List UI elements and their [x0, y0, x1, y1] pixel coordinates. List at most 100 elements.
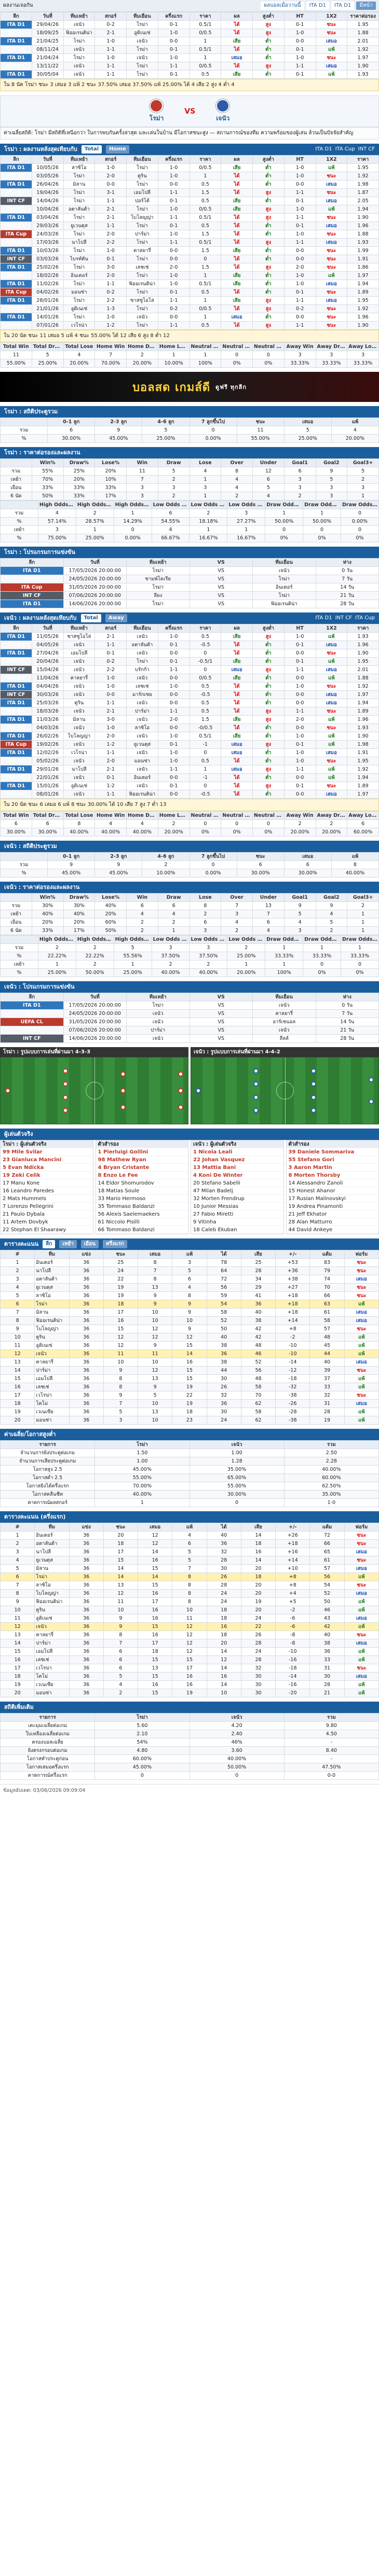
away-team[interactable]: เจนัว	[216, 99, 229, 123]
recent-b-row[interactable]: ITA D1 29/01/26 นาโปลี 2-1 เจนัว 1-1 1 เสมอ สูง 1…	[0, 765, 379, 774]
lineup-away-player[interactable]: 32 Morten Frendrup	[191, 1195, 283, 1203]
lineup-home-player[interactable]: 11 Artem Dovbyk	[1, 1218, 93, 1226]
recent-a-filter-0[interactable]: ITA D1	[315, 146, 332, 152]
lineup-away-sub-player[interactable]: 44 David Ankeye	[286, 1226, 378, 1234]
recent-b-row[interactable]: ITA D1 05/02/26 เจนัว 2-0 มอนซ่า 1-0 0.5 ได้ ต่ำ…	[0, 757, 379, 765]
standings-row[interactable]: 7 มิลาน 36 17 10 9 58 40 +18 61 เสมอ	[0, 1308, 379, 1317]
standings2-row[interactable]: 18 โคโม่ 36 5 15 16 16 30 -14 30 เสมอ	[0, 1672, 379, 1681]
standings2-row[interactable]: 7 ลาซิโอ 36 13 15 8 28 20 +8 54 ชนะ	[0, 1581, 379, 1590]
recent-a-row[interactable]: ITA D1 14/01/26 โรม่า 1-0 เจนัว 0-0 1 เสมอ ต่ำ 0-…	[0, 313, 379, 322]
lineup-home-player[interactable]: 23 Gianluca Mancini	[1, 1156, 93, 1164]
odds-b-2-row[interactable]: เหย้า 1 2 1 2 2 1 1 0 0	[0, 960, 379, 969]
recent-a-row[interactable]: ITA D1 03/04/26 โรม่า 2-1 โบโลญญ่า 1-1 0.5/1 ได…	[0, 213, 379, 222]
standings-row[interactable]: 13 คาลยารี่ 36 10 10 16 38 52 -14 40 เสมอ	[0, 1358, 379, 1367]
fixtures-b-row[interactable]: INT CF 14/06/2026 20:00:00 เจนัว VS ลีลล์ 28 …	[0, 1034, 379, 1043]
prob-row[interactable]: โอกาสต่ำ 2.5 55.00% 65.00% 60.00%	[0, 1473, 379, 1482]
recent-b-row[interactable]: ITA D1 15/01/26 อูดิเนเซ่ 1-2 เจนัว 0-1 0 ได้ สู…	[0, 782, 379, 790]
odds-a-row[interactable]: รวม 55% 25% 20% 11 5 4 8 12 6 9 5	[0, 467, 379, 476]
standings-row[interactable]: 9 โบโลญญ่า 36 15 12 9 50 42 +8 57 ชนะ	[0, 1325, 379, 1333]
standings-row[interactable]: 10 ตูริน 36 12 12 12 40 42 -2 48 แพ้	[0, 1333, 379, 1342]
standings2-row[interactable]: 5 มิลาน 36 14 15 7 30 20 +10 57 เสมอ	[0, 1564, 379, 1573]
lineup-home-player[interactable]: 21 Paulo Dybala	[1, 1210, 93, 1218]
recent-b-row[interactable]: ITA D1 04/03/26 เจนัว 1-0 ลาซิโอ 0-0 -0/0.5 ได้…	[0, 723, 379, 732]
prob2-row[interactable]: โอกาสทำประตูก่อน 60.00% 40.00% -	[0, 1755, 379, 1763]
lineup-home-player[interactable]: 2 Mats Hummels	[1, 1195, 93, 1203]
recent-a-row[interactable]: INT CF 03/03/26 ไบรท์ตัน 0-1 โรม่า 0-0 0 ได้ ต่ำ…	[0, 255, 379, 263]
standings-row[interactable]: 11 อูดิเนเซ่ 36 12 9 15 38 48 -10 45 แพ้	[0, 1341, 379, 1350]
lineup-home-sub-player[interactable]: 18 Matias Soule	[96, 1187, 188, 1195]
odds-a-row[interactable]: เหย้า 70% 20% 10% 7 2 1 4 6 3 5 2	[0, 475, 379, 484]
odds-a-row[interactable]: 6 นัด 50% 33% 17% 3 2 1 2 4 2 3 1	[0, 492, 379, 500]
h2h-row[interactable]: ITA D1 29/04/26 เจนัว 0-2 โรม่า 0-1 0.5/1 ได้ สู…	[0, 20, 379, 29]
standings2-row[interactable]: 15 เอมโปลี 36 6 18 12 14 24 -10 36 แพ้	[0, 1647, 379, 1656]
lineup-home-sub-player[interactable]: 35 Tommaso Baldanzi	[96, 1203, 188, 1210]
odds-a-2-row[interactable]: % 57.14% 28.57% 14.29% 54.55% 18.18% 27.27% 50.…	[0, 517, 379, 526]
odds-b-row[interactable]: เหย้า 40% 40% 20% 4 4 2 3 7 5 4 1	[0, 910, 379, 918]
h2h-row[interactable]: ITA D1 18/09/25 ฟิออเรนติน่า 2-1 อูดิเนเซ่ 1-…	[0, 29, 379, 37]
lineup-away-player[interactable]: 4 Koni De Winter	[191, 1172, 283, 1179]
top-tag-2[interactable]: มีหน้า	[356, 2, 376, 10]
lineup-home-sub-player[interactable]: 14 Eldor Shomurodov	[96, 1179, 188, 1187]
standings-row[interactable]: 18 โคโม่ 36 7 10 19 36 62 -26 31 เสมอ	[0, 1399, 379, 1408]
lineup-away-sub-player[interactable]: 19 Andrea Pinamonti	[286, 1203, 378, 1210]
odds-b-row[interactable]: เยือน 20% 20% 60% 2 2 6 4 6 4 5 1	[0, 918, 379, 927]
fixtures-b-row[interactable]: ITA D1 07/06/2026 20:00:00 ปาร์ม่า VS เจนัว 2…	[0, 1026, 379, 1035]
lineup-away-player[interactable]: 1 Nicola Leali	[191, 1148, 283, 1156]
fixtures-b-row[interactable]: ITA D1 17/05/2026 20:00:00 โรม่า VS เจนัว 0 ว…	[0, 1001, 379, 1010]
standings2-row[interactable]: 13 คาลยารี่ 36 8 16 12 18 26 -8 40 ชนะ	[0, 1631, 379, 1639]
lineup-home-player[interactable]: 16 Leandro Paredes	[1, 1187, 93, 1195]
odds-b-2-row[interactable]: % 25.00% 50.00% 25.00% 40.00% 40.00% 20.00% 100…	[0, 968, 379, 977]
recent-b-filter-2[interactable]: ITA Cup	[355, 615, 375, 621]
top-right-link[interactable]: ผลบอลเมื่อวานนี้	[261, 2, 304, 10]
fixtures-a-row[interactable]: ITA Cup 31/05/2026 20:00:00 โรม่า VS อินเตอร…	[0, 583, 379, 592]
standings-row[interactable]: 3 อตาลันต้า 36 22 8 6 72 34 +38 74 เสมอ	[0, 1275, 379, 1284]
standings2-row[interactable]: 2 อตาลันต้า 36 18 12 6 36 18 +18 66 ชนะ	[0, 1539, 379, 1548]
lineup-home-sub-player[interactable]: 66 Tommaso Baldanzi	[96, 1226, 188, 1234]
fixtures-a-row[interactable]: ITA D1 17/05/2026 20:00:00 โรม่า VS เจนัว 0 ว…	[0, 566, 379, 575]
recent-a-row[interactable]: ITA D1 18/02/26 อินเตอร์ 2-0 โรม่า 1-0 1 เสีย ต่…	[0, 271, 379, 280]
standings-row[interactable]: 1 อินเตอร์ 36 25 8 3 78 25 +53 83 ชนะ	[0, 1258, 379, 1267]
recent-a-filter-2[interactable]: INT CF	[358, 146, 375, 152]
lineup-home-player[interactable]: 17 Manu Kone	[1, 1179, 93, 1187]
recent-a-row[interactable]: ITA D1 10/04/26 อตาลันต้า 2-1 โรม่า 1-0 0/0.5 เ…	[0, 205, 379, 214]
odds-b-row[interactable]: รวม 30% 30% 40% 6 6 8 7 13 9 9 2	[0, 901, 379, 910]
prob-row[interactable]: จำนวนการเสียประตูต่อเกม 1.00 1.28 2.28	[0, 1457, 379, 1466]
goals-b-row[interactable]: % 45.00% 45.00% 10.00% 0.00% 30.00% 30.00% 40.0…	[0, 869, 379, 878]
odds-b-2-row[interactable]: รวม 2 2 5 3 3 2 1 1 1	[0, 943, 379, 952]
standings-row[interactable]: 15 เอมโปลี 36 8 13 15 30 48 -18 37 แพ้	[0, 1374, 379, 1383]
standings-row[interactable]: 16 เลชเช่ 36 8 9 19 26 58 -32 33 แพ้	[0, 1383, 379, 1391]
recent-a-row[interactable]: ITA D1 26/04/26 มิลาน 0-0 โรม่า 0-0 0.5 ได้ ต่ำ 0…	[0, 180, 379, 189]
lineup-home-player[interactable]: 19 Zeki Celik	[1, 1172, 93, 1179]
standings2-row[interactable]: 1 อินเตอร์ 36 20 12 4 40 14 +26 72 ชนะ	[0, 1531, 379, 1540]
recent-b-row[interactable]: INT CF 30/03/26 เจนัว 0-0 มาร์กเซย 0-0 -0.5 ได้…	[0, 690, 379, 699]
recent-b-row[interactable]: ITA D1 27/04/26 เอมโปลี 0-1 เจนัว 0-0 0 ได้ ต่ำ 0…	[0, 649, 379, 658]
lineup-away-sub-player[interactable]: 15 Honest Ahanor	[286, 1187, 378, 1195]
h2h-row[interactable]: ITA D1 21/04/25 โรม่า 1-0 เจนัว 0-0 1 เสีย ต่ำ 0-…	[0, 37, 379, 46]
prob2-row[interactable]: โอกาสเสมอครึ่งแรก 45.00% 50.00% 47.50%	[0, 1763, 379, 1772]
standings2-row[interactable]: 20 มอนซ่า 36 2 15 19 10 30 -20 21 แพ้	[0, 1689, 379, 1697]
recent-a-row[interactable]: ITA D1 19/04/26 โรม่า 3-1 เอมโปลี 1-1 1.5 ได้ สู…	[0, 188, 379, 197]
lineup-home-sub-player[interactable]: 98 Mathew Ryan	[96, 1156, 188, 1164]
recent-a-row[interactable]: ITA D1 11/02/26 โรม่า 1-1 ฟิออเรนติน่า 1-0 0.5…	[0, 280, 379, 288]
prob2-row[interactable]: คาดการณ์ครึ่งแรก 0 0 0-0	[0, 1771, 379, 1780]
recent-a-row[interactable]: ITA D1 21/01/26 อูดิเนเซ่ 1-3 โรม่า 0-2 0/0.5 ไ…	[0, 304, 379, 313]
prob2-row[interactable]: ใบเหลืองเฉลี่ยต่อเกม 2.10 2.40 4.50	[0, 1730, 379, 1738]
prob-row[interactable]: คาดการณ์ผลสกอร์ 1 0 1-0	[0, 1498, 379, 1507]
lineup-away-player[interactable]: 10 Junior Messias	[191, 1203, 283, 1210]
recent-b-row[interactable]: ITA Cup 19/02/26 เจนัว 1-2 ยูเวนตุส 0-1 -1 เสมอ…	[0, 740, 379, 749]
standings2-row[interactable]: 12 เจนัว 36 9 15 12 16 22 -6 42 แพ้	[0, 1622, 379, 1631]
lineup-away-sub-player[interactable]: 17 Ruslan Malinovskyi	[286, 1195, 378, 1203]
odds-a-2-row[interactable]: เหย้า 3 1 0 4 1 1 0 0 0	[0, 525, 379, 534]
home-team[interactable]: โรม่า	[150, 99, 164, 123]
lineup-away-sub-player[interactable]: 55 Stefano Gori	[286, 1156, 378, 1164]
recent-a-row[interactable]: ITA D1 03/05/26 โรม่า 2-0 ตูริน 1-0 1 ได้ ต่ำ 1-0…	[0, 172, 379, 180]
recent-a-filter-1[interactable]: ITA Cup	[335, 146, 355, 152]
standings2-row[interactable]: 11 อูดิเนเซ่ 36 9 16 11 18 24 -6 43 เสมอ	[0, 1614, 379, 1623]
standings2-row[interactable]: 16 เลชเช่ 36 6 15 15 12 28 -16 33 แพ้	[0, 1655, 379, 1664]
prob-row[interactable]: โอกาสยิงได้ครึ่งแรก 70.00% 55.00% 62.50%	[0, 1482, 379, 1491]
lineup-away-player[interactable]: 18 Caleb Ekuban	[191, 1226, 283, 1234]
lineup-away-sub-player[interactable]: 21 Jeff Ekhator	[286, 1210, 378, 1218]
standings-tab-0[interactable]: ลีก	[43, 1240, 56, 1248]
lineup-away-player[interactable]: 13 Mattia Bani	[191, 1164, 283, 1172]
lineup-home-sub-player[interactable]: 33 Mario Hermoso	[96, 1195, 188, 1203]
